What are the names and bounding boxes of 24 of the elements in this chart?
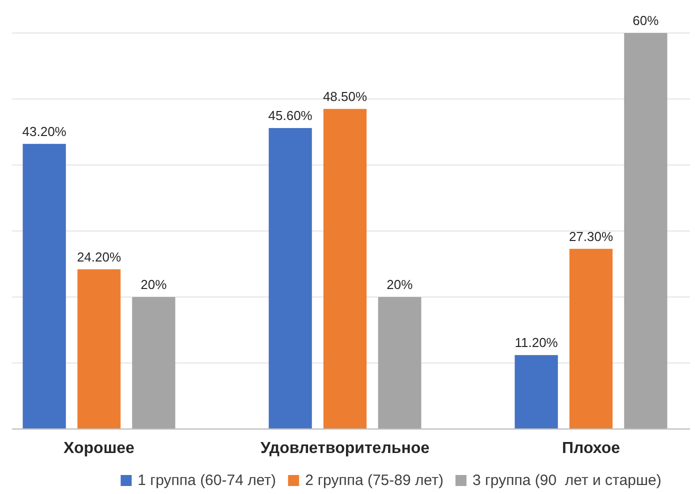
x-tick-label: Хорошее	[64, 440, 135, 457]
data-label: 45.60%	[268, 108, 313, 124]
bar	[378, 297, 422, 429]
data-label: 24.20%	[76, 249, 122, 264]
x-tick-label: Удовлетворительное	[260, 440, 430, 457]
data-label: 11.20%	[514, 335, 558, 350]
bar	[624, 33, 668, 429]
bar	[323, 108, 367, 429]
legend-label: 3 группа (90 лет и старше)	[472, 472, 662, 489]
data-label: 60%	[632, 13, 660, 28]
data-label: 20%	[386, 277, 414, 292]
bar	[22, 144, 66, 429]
bar	[514, 355, 558, 429]
data-label: 43.20%	[22, 124, 67, 139]
legend-label: 1 группа (60-74 лет)	[138, 472, 276, 489]
bar	[569, 248, 613, 429]
x-tick-label: Плохое	[562, 440, 620, 457]
legend-label: 2 группа (75-89 лет)	[305, 472, 444, 489]
data-label: 48.50%	[322, 88, 368, 104]
data-label: 20%	[140, 277, 168, 292]
bar	[132, 297, 176, 429]
data-label: 27.30%	[568, 228, 614, 244]
bar	[77, 269, 121, 429]
bar	[268, 128, 312, 429]
